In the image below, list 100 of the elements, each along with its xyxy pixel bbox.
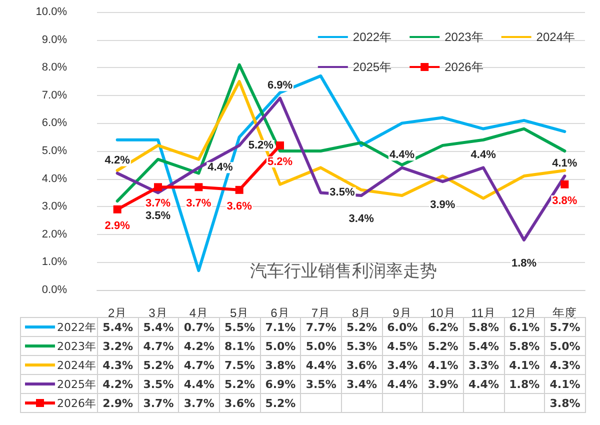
y-tick-label: 0.0% [42, 284, 68, 296]
y-tick-label: 8.0% [42, 62, 68, 74]
text: 5.2% [267, 156, 293, 168]
data-label: 4.1% [422, 356, 464, 374]
data-label: 4.3% [98, 356, 138, 374]
text: 6.9% [267, 80, 293, 92]
data-label: 3.5% [138, 374, 179, 394]
data-label: 4.4% [382, 374, 423, 394]
text: 3.7% [186, 198, 212, 210]
y-tick-label: 7.0% [42, 89, 68, 102]
data-label: 5.8% [504, 336, 545, 356]
data-label: 7.1% [265, 320, 296, 334]
data-label: 3.8% [260, 356, 301, 374]
data-label: 5.0% [544, 336, 586, 356]
data-label: 5.4% [463, 336, 504, 356]
text: 3.7% [145, 198, 171, 210]
data-label: 5.0% [300, 336, 342, 356]
data-label: 4.1% [504, 356, 545, 374]
data-label: 5.7% [550, 320, 580, 334]
data-label: 3.3% [463, 356, 504, 374]
data-label: 5.2% [260, 394, 301, 412]
text: 4.2% [104, 154, 130, 167]
legend-label: 2025年 [352, 60, 392, 74]
data-label: 4.1% [544, 374, 586, 394]
legend-label: 2022年 [352, 30, 392, 44]
point [235, 186, 244, 194]
y-tick-label: 4.0% [42, 172, 68, 185]
point [194, 183, 203, 192]
data-label: 5.0% [260, 336, 301, 356]
text: 2024年 [57, 358, 96, 372]
text: 2023年 [57, 340, 96, 352]
data-label: 4.4% [300, 356, 342, 374]
y-tick-label: 2.0% [42, 228, 68, 240]
data-label: 2.9% [98, 394, 138, 412]
text: 3.5% [145, 210, 171, 222]
data-label: 5.2% [422, 336, 464, 356]
data-label: 5.4% [143, 320, 174, 334]
text: 3.9% [430, 199, 456, 212]
data-label: 5.3% [341, 336, 382, 356]
data-label: 3.9% [422, 374, 464, 394]
y-tick-label: 1.0% [42, 256, 68, 268]
data-label: 4.2% [98, 374, 138, 394]
data-label: 4.4% [178, 374, 220, 394]
legend-label: 2024年 [536, 30, 576, 44]
data-label: 3.2% [98, 336, 138, 356]
data-label: 6.1% [509, 320, 540, 334]
y-tick-label: 6.0% [42, 117, 68, 130]
point [154, 183, 162, 192]
data-label: 6.2% [428, 320, 458, 334]
text: 3.6% [226, 200, 252, 212]
text: 汽车行业销售利润率走势 [250, 262, 437, 282]
data-label: 5.8% [468, 320, 499, 334]
text: 4.4% [470, 149, 496, 162]
data-label: 0.7% [184, 320, 214, 334]
data-label: 5.2% [138, 356, 179, 374]
text: 2.9% [104, 220, 130, 232]
data-label: 4.7% [138, 336, 179, 356]
text: 4.4% [208, 162, 233, 174]
data-label: 1.8% [504, 374, 545, 394]
y-tick-label: 10.0% [36, 6, 68, 18]
data-label: 3.7% [178, 394, 220, 412]
data-label: 6.0% [387, 320, 418, 334]
data-label: 3.4% [382, 356, 423, 374]
data-label: 8.1% [219, 336, 260, 356]
text: 4.1% [552, 158, 578, 170]
text: 4.4% [389, 149, 415, 162]
y-tick-label: 5.0% [42, 145, 68, 157]
text: 3.5% [330, 186, 355, 199]
data-label: 3.8% [544, 394, 586, 412]
legend-label: 2026年 [444, 60, 484, 74]
data-label: 5.2% [346, 320, 378, 334]
data-label: 3.7% [138, 394, 179, 412]
text: 5.2% [248, 139, 274, 152]
data-label: 3.6% [341, 356, 382, 374]
y-tick-label: 9.0% [42, 34, 68, 46]
data-label: 4.7% [178, 356, 220, 374]
point [276, 141, 284, 150]
data-label: 7.5% [219, 356, 260, 374]
data-label: 5.4% [102, 320, 134, 334]
data-label: 5.5% [224, 320, 256, 334]
legend-label: 2023年 [444, 30, 484, 44]
data-label: 3.4% [341, 374, 382, 394]
text: 3.4% [348, 212, 374, 225]
text: 2022年 [57, 320, 96, 334]
data-label: 3.5% [300, 374, 342, 394]
point [560, 180, 569, 188]
data-label: 6.9% [260, 374, 301, 394]
data-label: 3.6% [219, 394, 260, 412]
data-label: 4.5% [382, 336, 423, 356]
text: 3.8% [552, 194, 578, 207]
data-label: 4.4% [463, 374, 504, 394]
y-tick-label: 3.0% [42, 200, 68, 213]
text: 1.8% [511, 257, 537, 270]
data-label: 4.3% [544, 356, 586, 374]
data-label: 4.2% [178, 336, 220, 356]
text: 2025年 [57, 378, 96, 390]
text: 2026年 [57, 396, 96, 410]
data-label: 7.7% [306, 320, 336, 334]
data-label: 5.2% [219, 374, 260, 394]
point [113, 205, 122, 214]
